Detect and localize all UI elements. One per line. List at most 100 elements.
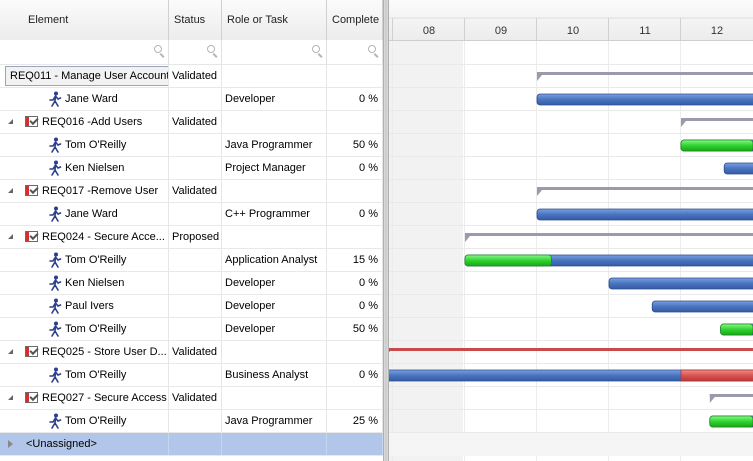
status-cell[interactable]: Validated (169, 180, 222, 202)
complete-cell[interactable] (327, 65, 383, 87)
requirement-row[interactable]: REQ024 - Secure Acce... Proposed (0, 226, 383, 249)
element-cell[interactable]: Tom O'Reilly (0, 249, 169, 271)
role-cell[interactable]: Business Analyst (222, 364, 327, 386)
element-cell[interactable]: Ken Nielsen (0, 157, 169, 179)
role-cell[interactable]: Developer (222, 295, 327, 317)
complete-cell[interactable] (327, 433, 383, 455)
role-cell[interactable]: C++ Programmer (222, 203, 327, 225)
requirement-row[interactable]: REQ025 - Store User D... Validated (0, 341, 383, 364)
role-cell[interactable]: Project Manager (222, 157, 327, 179)
status-cell[interactable] (169, 88, 222, 110)
resource-row[interactable]: Tom O'Reilly Developer 50 % (0, 318, 383, 341)
expand-triangle-icon[interactable] (8, 440, 13, 448)
complete-cell[interactable] (327, 341, 383, 363)
requirement-row[interactable]: REQ017 -Remove User Validated (0, 180, 383, 203)
element-cell[interactable]: Tom O'Reilly (0, 134, 169, 156)
complete-cell[interactable] (327, 226, 383, 248)
element-cell[interactable]: REQ017 -Remove User (0, 180, 169, 202)
element-cell[interactable]: Ken Nielsen (0, 272, 169, 294)
resource-row[interactable]: Tom O'Reilly Application Analyst 15 % (0, 249, 383, 272)
complete-cell[interactable]: 0 % (327, 203, 383, 225)
element-cell[interactable]: Tom O'Reilly (0, 410, 169, 432)
status-cell[interactable]: Validated (169, 387, 222, 409)
resource-row[interactable]: Tom O'Reilly Java Programmer 50 % (0, 134, 383, 157)
collapse-triangle-icon[interactable] (8, 395, 13, 400)
status-cell[interactable] (169, 433, 222, 455)
pane-splitter[interactable] (383, 0, 389, 461)
role-cell[interactable]: Developer (222, 272, 327, 294)
resource-row[interactable]: Jane Ward C++ Programmer 0 % (0, 203, 383, 226)
complete-cell[interactable]: 0 % (327, 88, 383, 110)
status-cell[interactable] (169, 249, 222, 271)
resource-row[interactable]: Paul Ivers Developer 0 % (0, 295, 383, 318)
role-cell[interactable] (222, 111, 327, 133)
collapse-triangle-icon[interactable] (8, 349, 13, 354)
status-cell[interactable] (169, 272, 222, 294)
selected-element-editor[interactable]: REQ011 - Manage User Accounts (5, 66, 168, 86)
role-cell[interactable] (222, 433, 327, 455)
complete-cell[interactable]: 50 % (327, 318, 383, 340)
complete-cell[interactable]: 15 % (327, 249, 383, 271)
status-cell[interactable]: Validated (169, 341, 222, 363)
element-cell[interactable]: REQ027 - Secure Access (0, 387, 169, 409)
status-cell[interactable]: Proposed (169, 226, 222, 248)
resource-row[interactable]: Tom O'Reilly Business Analyst 0 % (0, 364, 383, 387)
role-cell[interactable] (222, 226, 327, 248)
role-cell[interactable]: Application Analyst (222, 249, 327, 271)
requirement-row[interactable]: REQ027 - Secure Access Validated (0, 387, 383, 410)
status-cell[interactable] (169, 410, 222, 432)
element-cell[interactable]: Tom O'Reilly (0, 364, 169, 386)
element-cell[interactable]: Paul Ivers (0, 295, 169, 317)
requirement-row[interactable]: REQ016 -Add Users Validated (0, 111, 383, 134)
complete-cell[interactable] (327, 180, 383, 202)
filter-complete[interactable] (327, 40, 383, 64)
role-cell[interactable] (222, 180, 327, 202)
complete-cell[interactable]: 0 % (327, 272, 383, 294)
column-header-status[interactable]: Status (169, 0, 222, 40)
complete-cell[interactable]: 25 % (327, 410, 383, 432)
element-cell[interactable]: REQ024 - Secure Acce... (0, 226, 169, 248)
element-cell[interactable]: Tom O'Reilly (0, 318, 169, 340)
status-cell[interactable] (169, 318, 222, 340)
status-cell[interactable] (169, 203, 222, 225)
element-cell[interactable]: <Unassigned> (0, 433, 169, 455)
collapse-triangle-icon[interactable] (8, 188, 13, 193)
complete-cell[interactable] (327, 111, 383, 133)
resource-row[interactable]: Ken Nielsen Developer 0 % (0, 272, 383, 295)
element-cell[interactable]: REQ011 - Manage User Accounts (0, 65, 169, 87)
complete-cell[interactable]: 50 % (327, 134, 383, 156)
complete-cell[interactable]: 0 % (327, 157, 383, 179)
role-cell[interactable]: Developer (222, 88, 327, 110)
status-cell[interactable] (169, 157, 222, 179)
element-cell[interactable]: Jane Ward (0, 88, 169, 110)
complete-cell[interactable]: 0 % (327, 295, 383, 317)
status-cell[interactable] (169, 295, 222, 317)
role-cell[interactable] (222, 65, 327, 87)
resource-row[interactable]: Jane Ward Developer 0 % (0, 88, 383, 111)
status-cell[interactable]: Validated (169, 65, 222, 87)
role-cell[interactable]: Developer (222, 318, 327, 340)
column-header-role[interactable]: Role or Task (222, 0, 327, 40)
role-cell[interactable]: Java Programmer (222, 410, 327, 432)
group-row[interactable]: <Unassigned> (0, 433, 383, 456)
collapse-triangle-icon[interactable] (8, 234, 13, 239)
collapse-triangle-icon[interactable] (8, 119, 13, 124)
role-cell[interactable] (222, 387, 327, 409)
status-cell[interactable]: Validated (169, 111, 222, 133)
column-header-element[interactable]: Element (0, 0, 169, 40)
resource-row[interactable]: Ken Nielsen Project Manager 0 % (0, 157, 383, 180)
filter-element[interactable] (0, 40, 169, 64)
element-cell[interactable]: REQ025 - Store User D... (0, 341, 169, 363)
status-cell[interactable] (169, 134, 222, 156)
role-cell[interactable] (222, 341, 327, 363)
complete-cell[interactable] (327, 387, 383, 409)
filter-status[interactable] (169, 40, 222, 64)
complete-cell[interactable]: 0 % (327, 364, 383, 386)
status-cell[interactable] (169, 364, 222, 386)
column-header-complete[interactable]: Complete (327, 0, 383, 40)
filter-role[interactable] (222, 40, 327, 64)
requirement-row[interactable]: REQ011 - Manage User Accounts Validated (0, 65, 383, 88)
element-cell[interactable]: Jane Ward (0, 203, 169, 225)
role-cell[interactable]: Java Programmer (222, 134, 327, 156)
element-cell[interactable]: REQ016 -Add Users (0, 111, 169, 133)
